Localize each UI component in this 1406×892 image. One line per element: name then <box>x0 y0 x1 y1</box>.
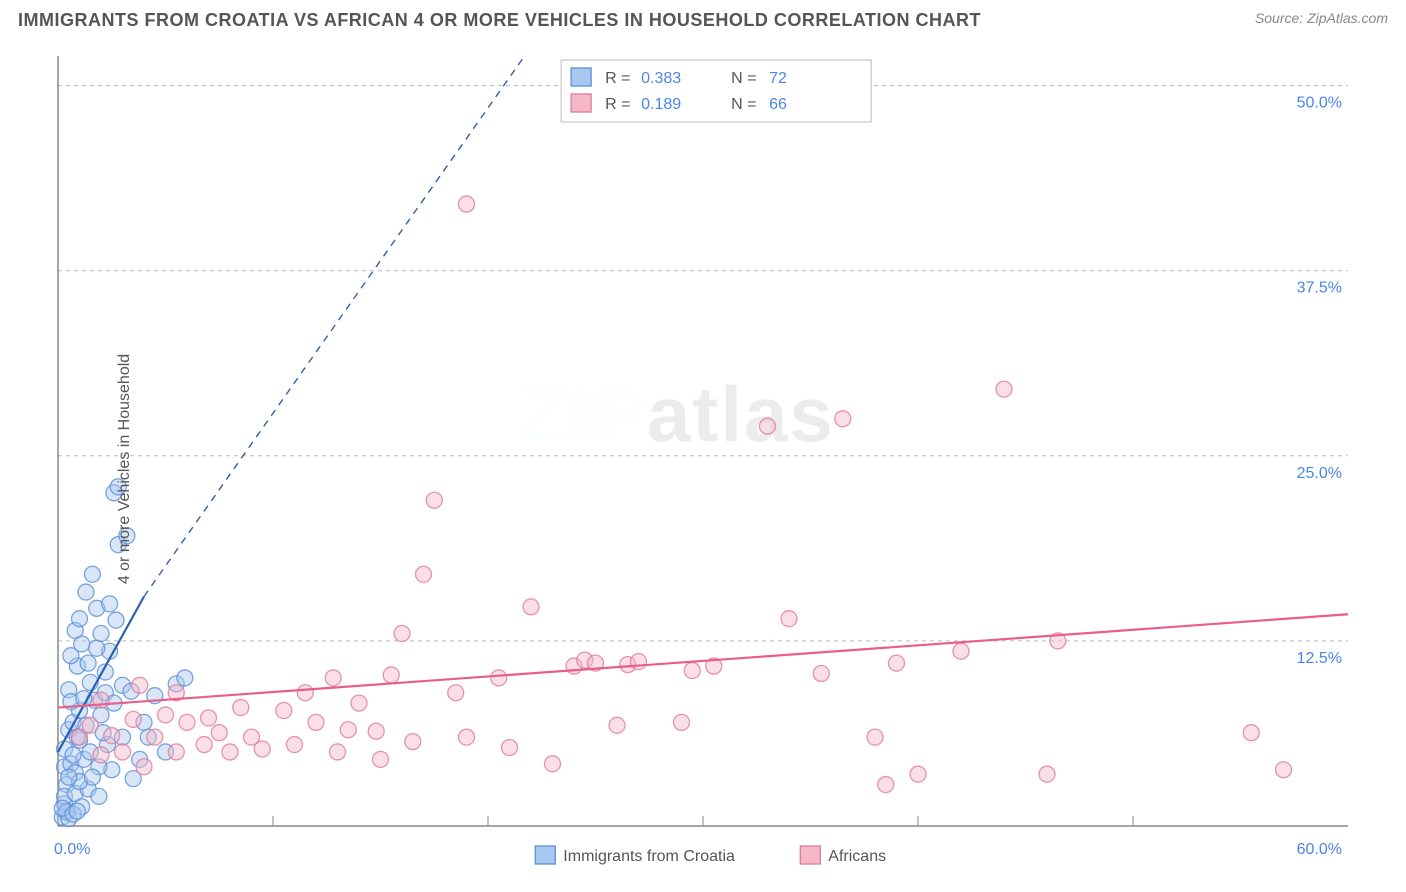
scatter-point <box>394 626 410 642</box>
scatter-point <box>287 737 303 753</box>
scatter-point <box>910 766 926 782</box>
scatter-point <box>416 566 432 582</box>
scatter-point <box>609 717 625 733</box>
scatter-point <box>211 725 227 741</box>
scatter-point <box>168 744 184 760</box>
correlation-legend: R = 0.383 N = 72 R = 0.189 N = 66 <box>561 60 871 122</box>
scatter-point <box>72 611 88 627</box>
scatter-point <box>1276 762 1292 778</box>
svg-text:ZIPatlas: ZIPatlas <box>520 370 835 458</box>
svg-text:0.383: 0.383 <box>641 70 681 87</box>
svg-text:66: 66 <box>769 96 787 113</box>
source-credit: Source: ZipAtlas.com <box>1255 10 1388 26</box>
svg-text:R =: R = <box>605 70 630 87</box>
scatter-point <box>760 418 776 434</box>
scatter-point <box>65 747 81 763</box>
svg-text:12.5%: 12.5% <box>1297 650 1342 667</box>
scatter-point <box>878 777 894 793</box>
scatter-point <box>84 769 100 785</box>
scatter-point <box>684 663 700 679</box>
scatter-point <box>459 196 475 212</box>
scatter-point <box>448 685 464 701</box>
scatter-point <box>325 670 341 686</box>
svg-text:N =: N = <box>731 70 756 87</box>
scatter-point <box>233 700 249 716</box>
scatter-point <box>132 677 148 693</box>
scatter-point <box>426 492 442 508</box>
scatter-point <box>459 729 475 745</box>
svg-text:N =: N = <box>731 96 756 113</box>
svg-text:60.0%: 60.0% <box>1297 841 1342 858</box>
scatter-point <box>502 740 518 756</box>
scatter-point <box>196 737 212 753</box>
scatter-point <box>222 744 238 760</box>
scatter-point <box>781 611 797 627</box>
scatter-point <box>545 756 561 772</box>
svg-text:72: 72 <box>769 70 787 87</box>
scatter-point <box>351 695 367 711</box>
scatter-point <box>867 729 883 745</box>
scatter-point <box>1039 766 1055 782</box>
scatter-point <box>102 596 118 612</box>
scatter-point <box>89 640 105 656</box>
svg-text:25.0%: 25.0% <box>1297 465 1342 482</box>
correlation-scatter-chart: 12.5% 25.0% 37.5% 50.0% ZIPatlas 0.0% 60.0% R =… <box>0 46 1406 892</box>
scatter-point <box>276 703 292 719</box>
scatter-point <box>813 665 829 681</box>
scatter-point <box>84 566 100 582</box>
scatter-point <box>383 667 399 683</box>
scatter-point <box>674 714 690 730</box>
scatter-point <box>104 728 120 744</box>
svg-text:37.5%: 37.5% <box>1297 280 1342 297</box>
scatter-point <box>996 381 1012 397</box>
svg-text:R =: R = <box>605 96 630 113</box>
scatter-point <box>69 803 85 819</box>
scatter-point <box>953 643 969 659</box>
scatter-point <box>78 584 94 600</box>
scatter-point <box>93 747 109 763</box>
svg-text:Immigrants from Croatia: Immigrants from Croatia <box>563 848 735 865</box>
scatter-point <box>108 612 124 628</box>
svg-text:50.0%: 50.0% <box>1297 95 1342 112</box>
scatter-point <box>297 685 313 701</box>
scatter-point <box>136 759 152 775</box>
scatter-point <box>1243 725 1259 741</box>
svg-text:Africans: Africans <box>828 848 886 865</box>
scatter-point <box>368 723 384 739</box>
scatter-point <box>631 654 647 670</box>
scatter-point <box>147 729 163 745</box>
scatter-point <box>82 717 98 733</box>
series-legend: Immigrants from Croatia Africans <box>535 846 886 865</box>
svg-text:0.189: 0.189 <box>641 96 681 113</box>
scatter-point <box>115 744 131 760</box>
scatter-point <box>254 741 270 757</box>
scatter-point <box>491 670 507 686</box>
scatter-point <box>80 655 96 671</box>
scatter-point <box>61 769 77 785</box>
scatter-point <box>91 788 107 804</box>
scatter-point <box>523 599 539 615</box>
chart-title: IMMIGRANTS FROM CROATIA VS AFRICAN 4 OR … <box>18 10 981 30</box>
scatter-point <box>330 744 346 760</box>
scatter-point <box>201 710 217 726</box>
scatter-point <box>405 734 421 750</box>
scatter-point <box>889 655 905 671</box>
scatter-point <box>158 707 174 723</box>
svg-text:0.0%: 0.0% <box>54 841 90 858</box>
scatter-point <box>177 670 193 686</box>
scatter-point <box>125 711 141 727</box>
scatter-point <box>373 751 389 767</box>
scatter-point <box>340 722 356 738</box>
scatter-point <box>308 714 324 730</box>
scatter-point <box>93 626 109 642</box>
scatter-point <box>835 411 851 427</box>
scatter-point <box>179 714 195 730</box>
y-axis-label: 4 or more Vehicles in Household <box>116 354 134 584</box>
